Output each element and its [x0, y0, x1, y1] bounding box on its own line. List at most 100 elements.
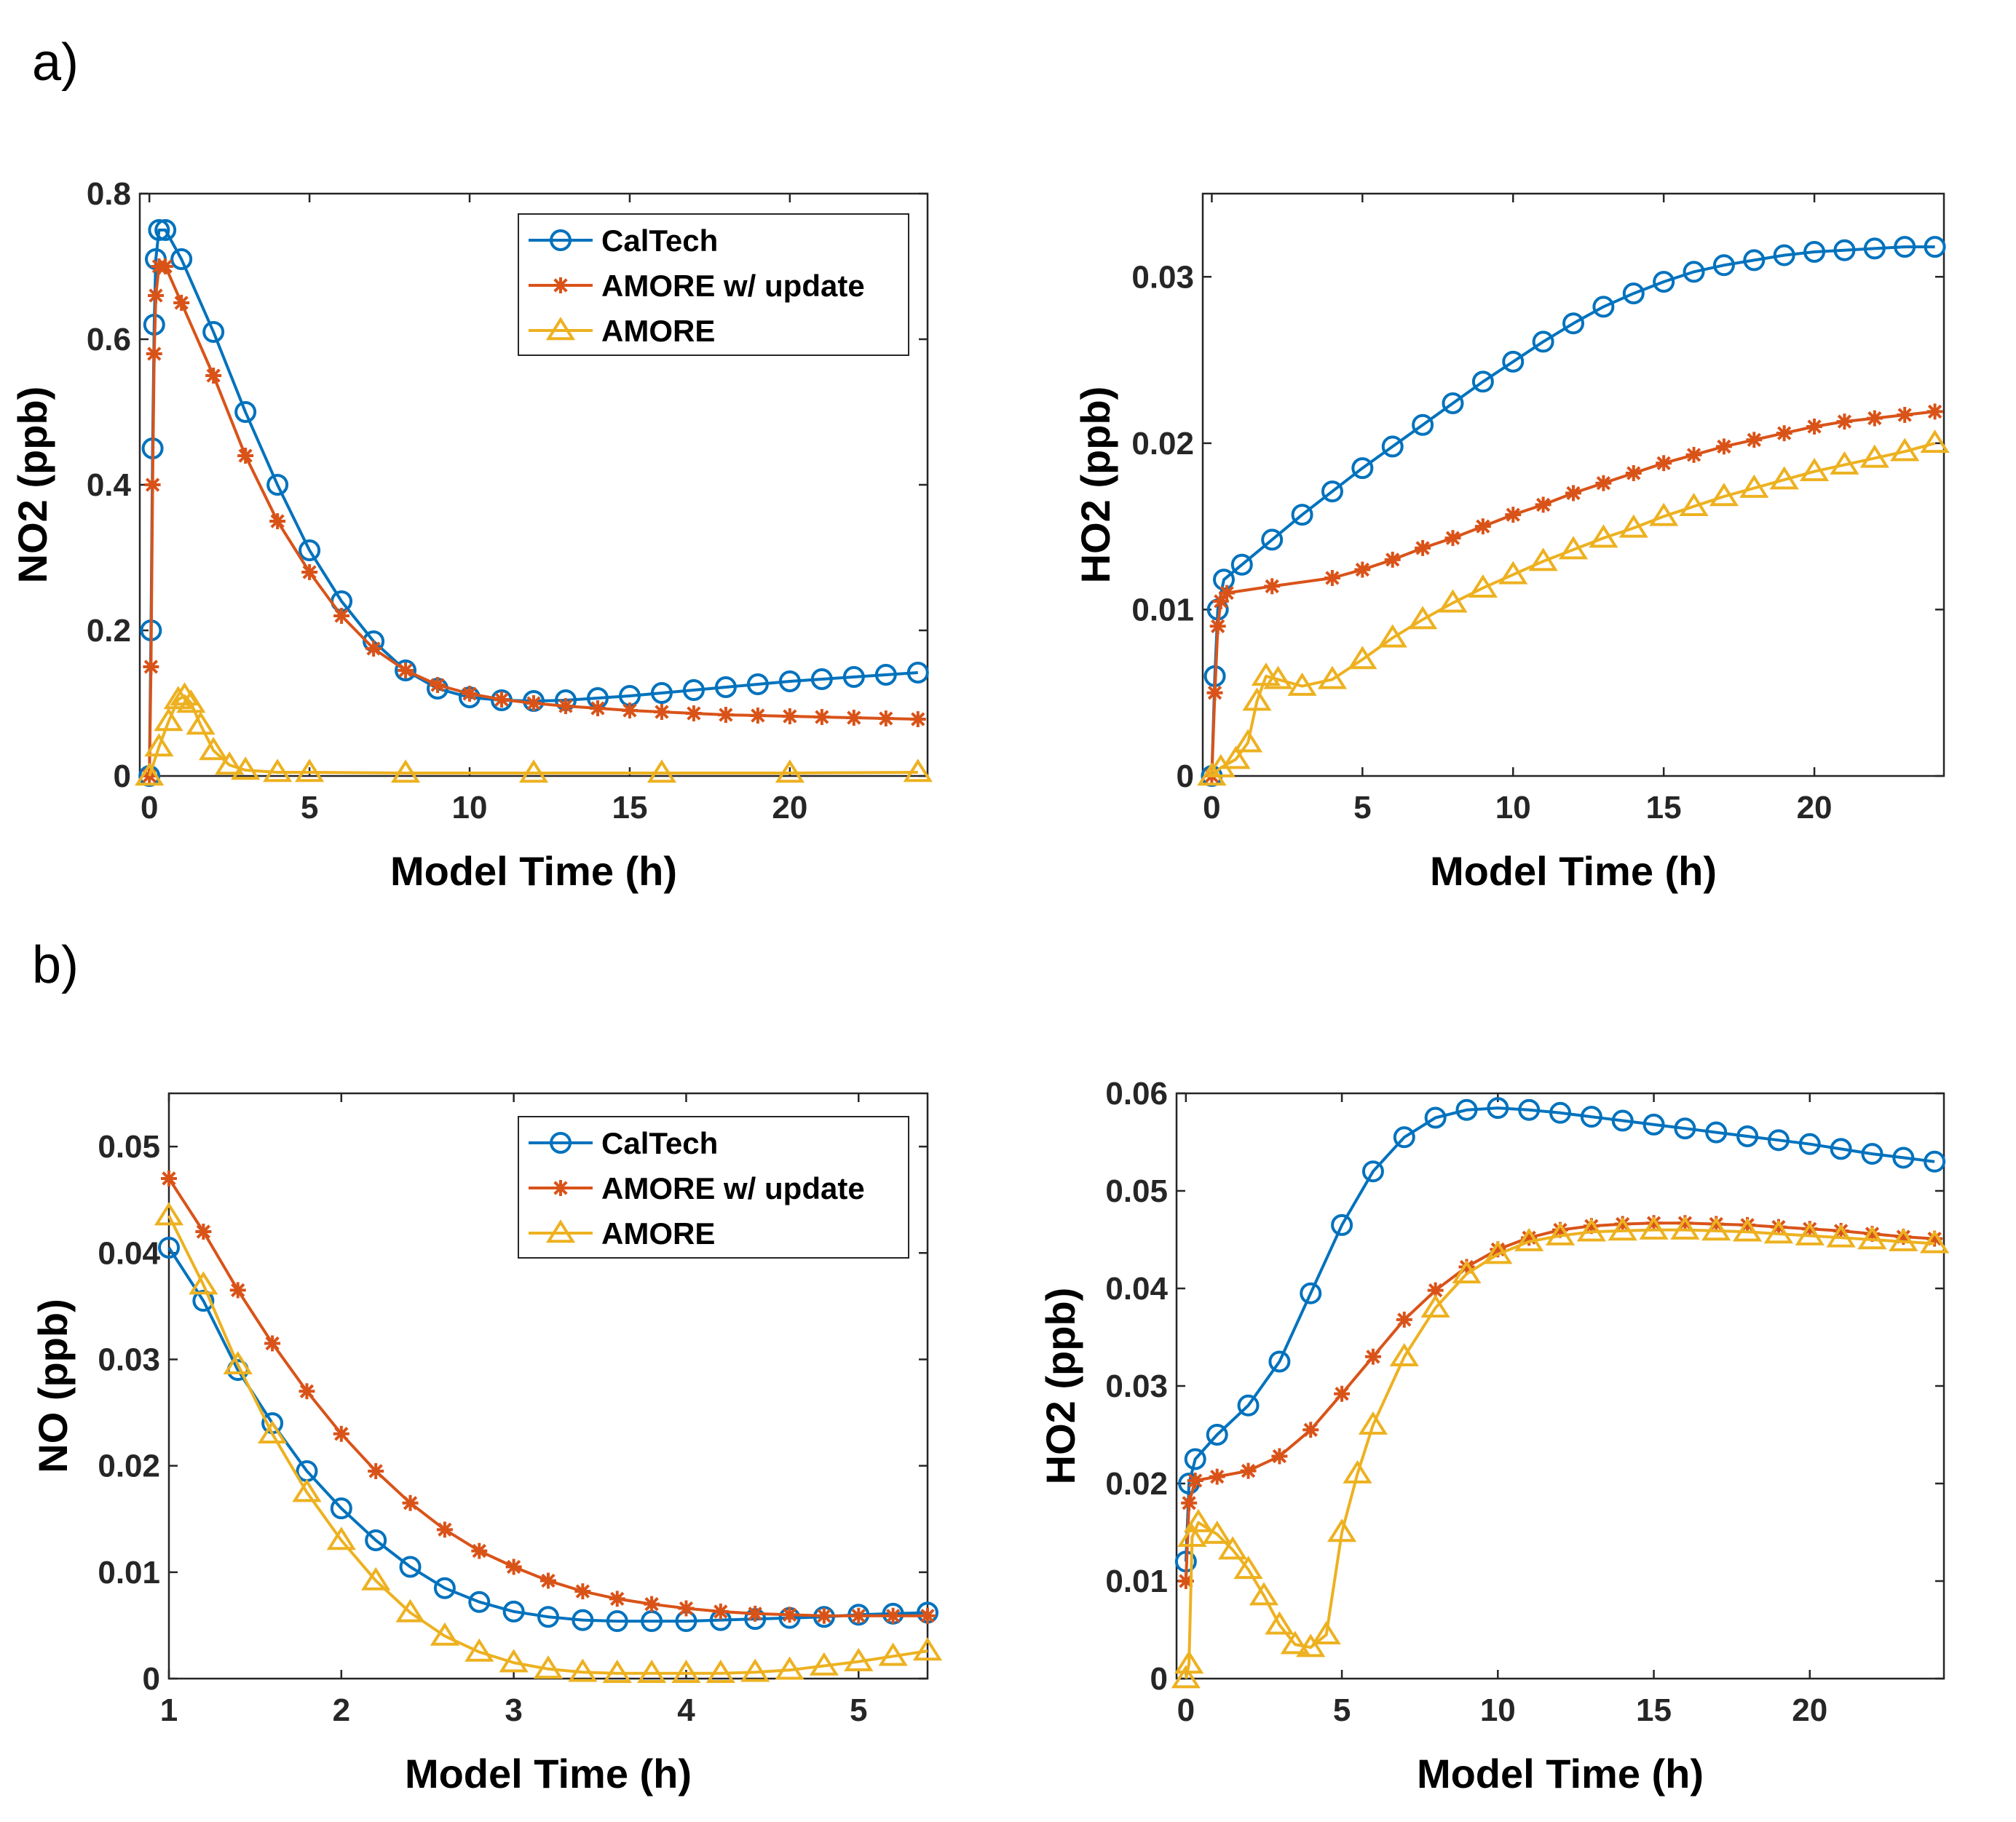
y-tick-label: 0.03 — [1131, 259, 1194, 295]
data-point-caltech — [1487, 1097, 1509, 1120]
data-point-caltech — [572, 1609, 594, 1631]
data-point-amore-w-update — [368, 1462, 384, 1479]
chart-ho2-a: 0 5 10 15 20 0 0.01 0.02 0.03 Model Time (h) HO2 (… — [1072, 192, 1950, 894]
data-point-amore — [1732, 1218, 1763, 1242]
plot-area — [1175, 1092, 1945, 1680]
data-point-amore — [1709, 483, 1739, 507]
data-point-amore-w-update — [1595, 475, 1612, 491]
data-point-caltech — [1833, 239, 1856, 261]
data-point-amore-w-update — [747, 1605, 764, 1622]
data-point-caltech — [1261, 528, 1284, 551]
data-point-amore-w-update — [781, 1607, 798, 1623]
data-point-amore — [568, 1658, 598, 1682]
data-point-amore-w-update — [885, 1607, 901, 1624]
data-point-amore-w-update — [1708, 1216, 1725, 1232]
x-tick-label: 15 — [1636, 1692, 1672, 1728]
data-point-amore-w-update — [644, 1596, 660, 1612]
data-point-amore — [257, 1420, 288, 1444]
data-point-amore-w-update — [1415, 539, 1431, 556]
data-point-amore — [1263, 665, 1293, 689]
data-point-caltech — [365, 1529, 387, 1551]
data-point-amore — [1483, 1240, 1513, 1264]
data-point-caltech — [202, 321, 225, 343]
data-point-amore — [912, 1637, 942, 1661]
y-tick-label: 0 — [1150, 1661, 1168, 1697]
data-point-amore-w-update — [1833, 1222, 1849, 1239]
data-point-amore — [292, 1478, 322, 1502]
data-point-amore-w-update — [1427, 1282, 1444, 1299]
data-point-caltech — [1184, 1448, 1206, 1470]
y-axis-label: HO2 (ppb) — [1072, 387, 1118, 584]
data-point-amore-w-update — [147, 288, 164, 304]
legend-marker-amore — [545, 1219, 576, 1243]
data-point-caltech — [1861, 1143, 1883, 1165]
data-point-amore-w-update — [1897, 407, 1913, 423]
data-point-amore-w-update — [749, 708, 766, 724]
data-point-amore-w-update — [1864, 1225, 1881, 1242]
data-point-caltech — [1471, 371, 1494, 393]
data-point-caltech — [1393, 1126, 1415, 1149]
data-point-amore — [263, 758, 293, 783]
data-point-amore-w-update — [494, 692, 510, 708]
data-point-amore-w-update — [678, 1600, 695, 1617]
data-point-amore-w-update — [143, 659, 159, 675]
data-point-amore — [1317, 665, 1348, 689]
panel-label-a: a) — [32, 33, 79, 92]
data-point-caltech — [468, 1591, 491, 1613]
data-point-amore — [294, 758, 325, 783]
y-tick-label: 0.04 — [98, 1235, 160, 1271]
data-point-caltech — [778, 670, 801, 692]
data-point-amore-w-update — [205, 368, 222, 384]
data-point-amore-w-update — [1444, 530, 1461, 547]
data-point-amore-w-update — [505, 1558, 522, 1575]
legend-entry-amore: AMORE — [601, 1216, 715, 1251]
data-point-amore-w-update — [845, 710, 862, 726]
data-point-amore — [176, 689, 206, 713]
data-point-amore-w-update — [1770, 1219, 1787, 1235]
x-tick-label: 20 — [1797, 790, 1833, 825]
data-point-amore-w-update — [1677, 1215, 1693, 1232]
data-point-amore-w-update — [1219, 585, 1236, 601]
data-point-amore — [361, 1566, 391, 1591]
data-point-amore-w-update — [365, 641, 382, 657]
legend-marker-amore-w-update — [553, 1180, 569, 1196]
y-tick-label: 0.02 — [98, 1449, 160, 1484]
data-point-amore-w-update — [1625, 465, 1642, 481]
data-point-amore — [1242, 687, 1272, 711]
data-point-amore — [1589, 524, 1618, 548]
data-point-caltech — [682, 679, 705, 701]
data-point-amore — [1558, 536, 1589, 560]
data-point-caltech — [170, 248, 193, 270]
data-point-amore — [1171, 1665, 1201, 1689]
series-line-amore — [167, 1215, 928, 1675]
data-point-amore-w-update — [1505, 507, 1522, 523]
data-point-amore — [1177, 1523, 1207, 1547]
chart-ho2-b: 0 5 10 15 20 0 0.01 0.02 0.03 0.04 0.05 0.06 Model T… — [1037, 1076, 1950, 1797]
data-point-amore-w-update — [1240, 1462, 1257, 1479]
data-point-amore — [636, 1659, 667, 1683]
data-point-amore — [775, 759, 805, 783]
data-point-caltech — [1924, 236, 1946, 258]
y-tick-label: 0.05 — [1105, 1173, 1168, 1209]
data-point-amore-w-update — [1685, 446, 1702, 463]
data-point-amore-w-update — [1739, 1216, 1756, 1233]
data-point-amore-w-update — [1181, 1494, 1198, 1511]
data-point-amore-w-update — [1303, 1422, 1319, 1438]
data-point-amore-w-update — [1656, 455, 1672, 472]
data-point-amore-w-update — [1384, 551, 1401, 568]
data-point-amore-w-update — [1746, 432, 1763, 448]
x-tick-label: 0 — [1177, 1692, 1195, 1728]
data-point-caltech — [746, 673, 769, 695]
data-point-caltech — [1653, 271, 1675, 293]
data-point-amore-w-update — [333, 608, 350, 624]
data-point-caltech — [1674, 1117, 1696, 1140]
data-point-amore — [878, 1642, 908, 1666]
data-point-amore — [1174, 1650, 1204, 1674]
data-point-amore — [199, 737, 229, 761]
data-point-caltech — [1291, 504, 1313, 526]
data-point-amore-w-update — [1583, 1218, 1600, 1235]
data-point-amore-w-update — [402, 1494, 419, 1511]
x-tick-label: 10 — [1480, 1692, 1516, 1728]
data-point-amore — [1452, 1260, 1482, 1284]
data-point-amore — [705, 1659, 735, 1683]
